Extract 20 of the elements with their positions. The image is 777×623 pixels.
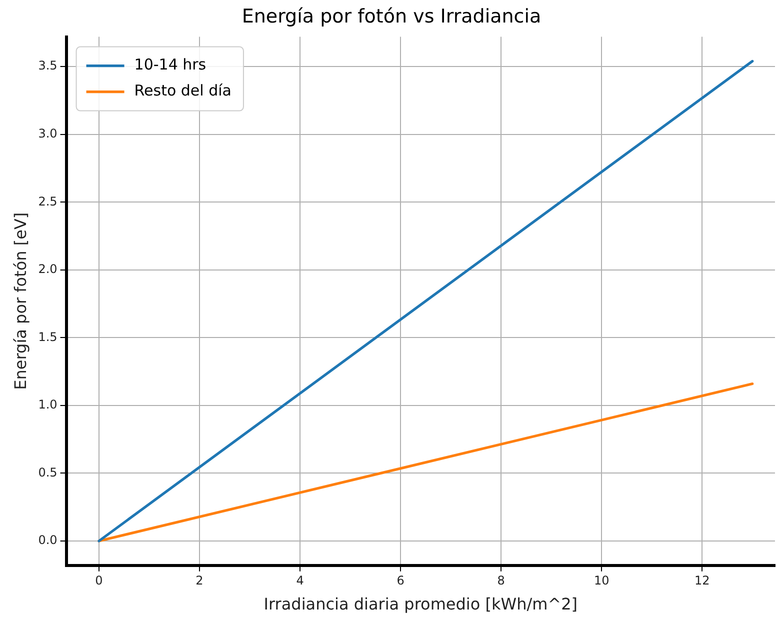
y-tick-label: 3.0 xyxy=(38,126,58,141)
y-tick-label: 2.0 xyxy=(38,262,58,276)
y-tick-label: 0.5 xyxy=(38,465,58,480)
y-tick-label: 1.0 xyxy=(38,398,58,412)
x-tick-label: 8 xyxy=(497,574,505,588)
y-tick-label: 3.5 xyxy=(38,58,58,73)
legend-label: 10-14 hrs xyxy=(134,56,206,74)
legend-label: Resto del día xyxy=(134,82,232,100)
x-tick-label: 2 xyxy=(196,574,204,588)
x-tick-label: 12 xyxy=(694,574,710,588)
y-tick-label: 0.0 xyxy=(38,533,58,548)
x-tick-label: 6 xyxy=(396,574,404,588)
x-tick-label: 10 xyxy=(594,574,610,588)
chart-title: Energía por fotón vs Irradiancia xyxy=(242,5,542,28)
y-axis-title: Energía por fotón [eV] xyxy=(10,212,30,390)
x-tick-label: 4 xyxy=(296,574,304,588)
y-tick-label: 1.5 xyxy=(38,330,58,344)
x-tick-label: 0 xyxy=(95,574,103,588)
y-tick-label: 2.5 xyxy=(38,194,58,208)
x-axis-title: Irradiancia diaria promedio [kWh/m^2] xyxy=(264,594,578,614)
